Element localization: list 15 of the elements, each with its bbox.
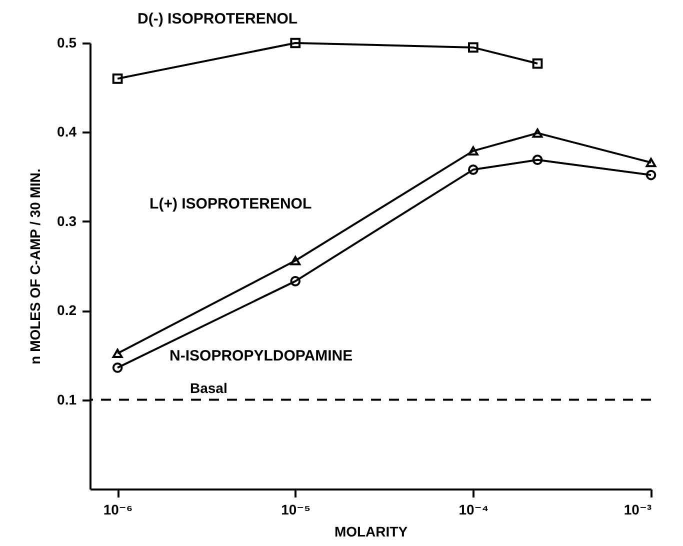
y-tick-label: 0.1 <box>57 391 77 408</box>
y-tick-label: 0.3 <box>57 212 77 229</box>
series-label: N-ISOPROPYLDOPAMINE <box>170 348 353 365</box>
x-tick-label: 10⁻⁴ <box>458 502 489 518</box>
text: L(+) ISOPROTERENOL <box>150 195 312 212</box>
x-tick-label: 10⁻³ <box>624 502 652 518</box>
x-tick-label: 10⁻⁶ <box>103 502 133 518</box>
y-tick-label: 0.4 <box>57 124 77 140</box>
y-tick-label: 0.5 <box>57 34 77 50</box>
ref-line-label: Basal <box>190 380 228 396</box>
y-axis-title: n MOLES OF C-AMP / 30 MIN. <box>27 168 44 364</box>
series-label: D(-) ISOPROTERENOL <box>138 10 298 28</box>
x-tick-label: 10⁻⁵ <box>281 502 311 518</box>
x-axis-title: MOLARITY <box>334 524 408 540</box>
y-tick-label: 0.2 <box>57 302 77 318</box>
